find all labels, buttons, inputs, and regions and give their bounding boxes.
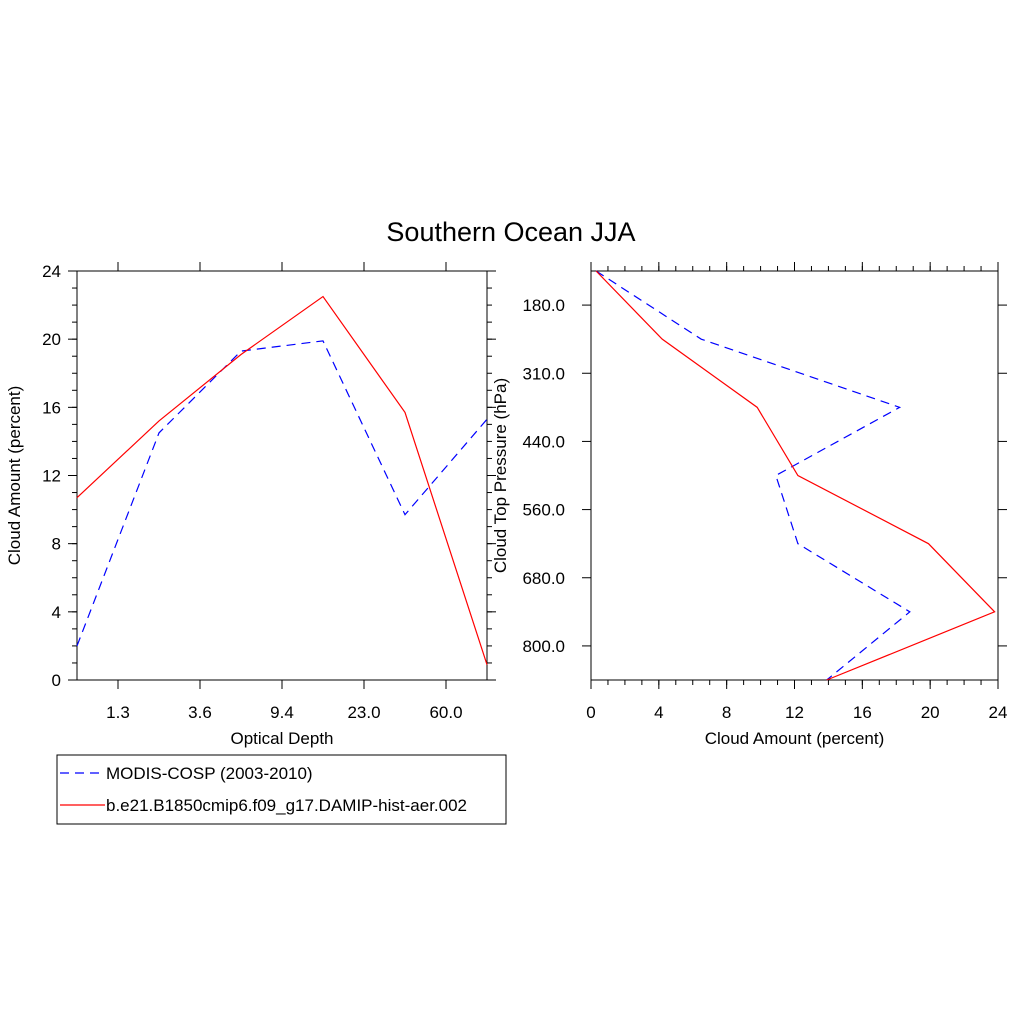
optical-depth-panel: 0 4 8 12 16 20 24 1.3 3.6 9.4 23.0 60.0 Optical Dept… xyxy=(5,262,496,748)
x-axis-label: Cloud Amount (percent) xyxy=(705,729,885,748)
x-tick-label: 9.4 xyxy=(270,703,294,722)
y-tick-label: 12 xyxy=(42,467,61,486)
legend-label-0: MODIS-COSP (2003-2010) xyxy=(106,764,313,783)
y-axis-label: Cloud Top Pressure (hPa) xyxy=(491,378,510,573)
x-tick-label: 60.0 xyxy=(429,703,462,722)
y-tick-label: 4 xyxy=(52,603,61,622)
y-tick-label: 560.0 xyxy=(522,501,565,520)
chart-title: Southern Ocean JJA xyxy=(386,217,635,247)
cloud-top-pressure-panel: 0 4 8 12 16 20 24 180.0 310.0 440.0 560.0 680.0 800.… xyxy=(491,262,1007,748)
legend: MODIS-COSP (2003-2010) b.e21.B1850cmip6.f… xyxy=(56,754,507,825)
x-tick-label: 4 xyxy=(654,703,663,722)
y-tick-label: 680.0 xyxy=(522,569,565,588)
y-tick-label: 24 xyxy=(42,262,61,281)
y-tick-label: 310.0 xyxy=(522,364,565,383)
x-tick-label: 0 xyxy=(586,703,595,722)
plot-frame-right xyxy=(590,270,999,681)
x-tick-label: 24 xyxy=(989,703,1008,722)
series-line-1 xyxy=(76,295,488,665)
y-tick-label: 20 xyxy=(42,330,61,349)
x-tick-label: 16 xyxy=(853,703,872,722)
y-tick-label: 8 xyxy=(52,535,61,554)
series-line-0 xyxy=(76,340,488,647)
y-tick-label: 800.0 xyxy=(522,637,565,656)
x-tick-label: 3.6 xyxy=(188,703,212,722)
x-tick-label: 1.3 xyxy=(106,703,130,722)
legend-label-1: b.e21.B1850cmip6.f09_g17.DAMIP-hist-aer.… xyxy=(106,796,467,815)
y-axis-label: Cloud Amount (percent) xyxy=(5,386,24,566)
series-line-1 xyxy=(595,270,996,681)
y-tick-label: 180.0 xyxy=(522,296,565,315)
x-tick-label: 20 xyxy=(921,703,940,722)
y-tick-label: 0 xyxy=(52,671,61,690)
x-axis-label: Optical Depth xyxy=(231,729,334,748)
x-tick-label: 8 xyxy=(722,703,731,722)
x-tick-label: 12 xyxy=(785,703,804,722)
legend-box xyxy=(56,754,507,825)
x-tick-label: 23.0 xyxy=(347,703,380,722)
y-tick-label: 16 xyxy=(42,398,61,417)
series-line-0 xyxy=(595,270,911,681)
y-tick-label: 440.0 xyxy=(522,432,565,451)
